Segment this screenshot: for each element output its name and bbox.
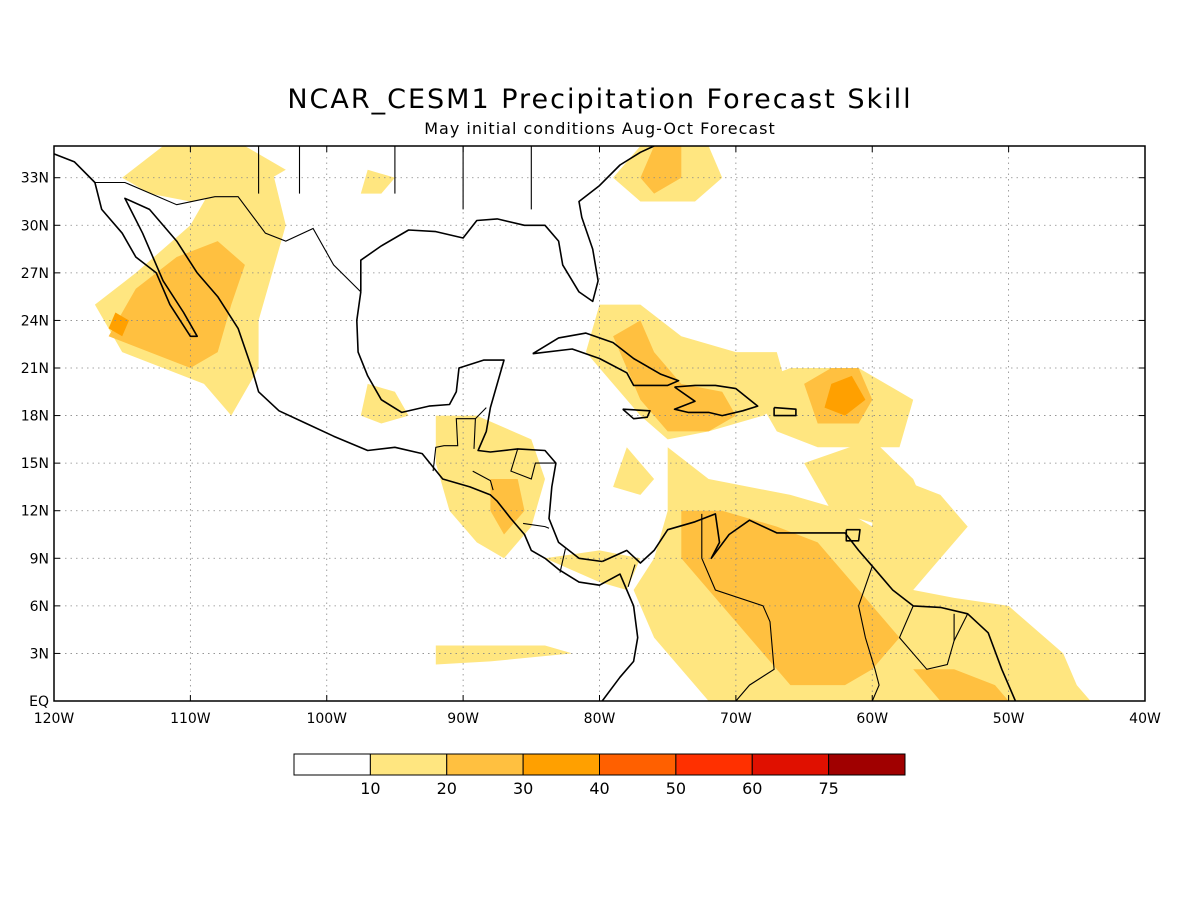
- colorbar-label: 75: [818, 779, 838, 798]
- border-segment: [472, 470, 494, 491]
- skill-region-20: [435, 645, 573, 665]
- coastline-segment: [54, 153, 639, 701]
- colorbar-legend: 10 20 30 40 50 60 75: [293, 753, 906, 798]
- lat-label: 15N: [21, 456, 49, 472]
- lat-label: 24N: [21, 313, 49, 329]
- skill-region-2: [108, 241, 245, 368]
- skill-region-17: [913, 669, 1009, 701]
- coastline-segment: [773, 406, 797, 417]
- border-segment: [94, 181, 362, 293]
- lon-label: 120W: [34, 711, 75, 727]
- skill-region-8: [613, 320, 736, 432]
- colorbar-swatch: [293, 753, 371, 776]
- skill-region-1: [122, 146, 286, 202]
- skill-region-21: [545, 550, 641, 590]
- colorbar-label: 20: [437, 779, 457, 798]
- lat-label: 6N: [30, 599, 49, 615]
- lat-label: 27N: [21, 266, 49, 282]
- lon-label: 100W: [306, 711, 347, 727]
- colorbar-swatch: [446, 753, 524, 776]
- colorbar-swatch: [828, 753, 906, 776]
- colorbar-swatch: [675, 753, 753, 776]
- colorbar-swatch: [599, 753, 677, 776]
- border-segment: [523, 522, 550, 529]
- lon-label: 90W: [447, 711, 479, 727]
- skill-region-3: [108, 312, 129, 337]
- skill-region-14: [360, 383, 409, 424]
- lon-label: 40W: [1129, 711, 1161, 727]
- coastline-segment: [673, 384, 759, 417]
- gridlines: [54, 146, 1145, 701]
- lon-label: 70W: [720, 711, 752, 727]
- coastline-segment: [355, 291, 603, 563]
- lat-label: 30N: [21, 218, 49, 234]
- border-segment: [898, 605, 969, 670]
- skill-region-13: [490, 479, 525, 535]
- lat-label: 33N: [21, 171, 49, 187]
- map-subtitle: May initial conditions Aug-Oct Forecast: [424, 119, 776, 138]
- colorbar-label: 40: [589, 779, 609, 798]
- colorbar-swatch: [751, 753, 830, 776]
- lat-label: 3N: [30, 646, 49, 662]
- lat-label: 9N: [30, 551, 49, 567]
- map-title: NCAR_CESM1 Precipitation Forecast Skill: [287, 84, 913, 115]
- lat-label: EQ: [29, 694, 49, 710]
- colorbar-label: 50: [666, 779, 686, 798]
- lon-label: 50W: [993, 711, 1025, 727]
- lat-label: 18N: [21, 409, 49, 425]
- coastline-segment: [845, 528, 861, 542]
- coastlines: [54, 146, 1017, 701]
- skill-shading: [94, 146, 1091, 701]
- lon-label: 110W: [170, 711, 211, 727]
- lon-label: 60W: [856, 711, 888, 727]
- skill-region-18: [804, 439, 927, 527]
- latitude-labels: 33N 30N 27N 24N 21N 18N 15N 12N 9N 6N 3N EQ: [21, 171, 49, 710]
- border-segment: [473, 418, 476, 449]
- coastline-segment: [601, 513, 1017, 701]
- border-segment: [559, 548, 566, 573]
- lat-label: 21N: [21, 361, 49, 377]
- colorbar-label: 60: [742, 779, 762, 798]
- skill-region-6: [360, 169, 395, 194]
- border-segment: [858, 566, 880, 701]
- border-segment: [701, 513, 775, 701]
- longitude-labels: 120W 110W 100W 90W 80W 70W 60W 50W 40W: [34, 711, 1161, 727]
- political-borders: [94, 146, 969, 701]
- lat-label: 12N: [21, 504, 49, 520]
- skill-region-5: [640, 146, 682, 194]
- colorbar-swatch: [369, 753, 448, 776]
- border-segment: [627, 564, 636, 587]
- skill-region-11: [824, 375, 866, 416]
- axis-ticks: [53, 146, 1146, 702]
- colorbar-swatch: [522, 753, 600, 776]
- skill-region-19: [613, 447, 655, 495]
- coastline-segment: [359, 146, 655, 303]
- colorbar-label: 10: [360, 779, 380, 798]
- colorbar-label: 30: [513, 779, 533, 798]
- coastline-segment: [532, 332, 680, 387]
- coastline-segment: [622, 408, 651, 420]
- border-segment: [510, 448, 556, 480]
- lon-label: 80W: [584, 711, 616, 727]
